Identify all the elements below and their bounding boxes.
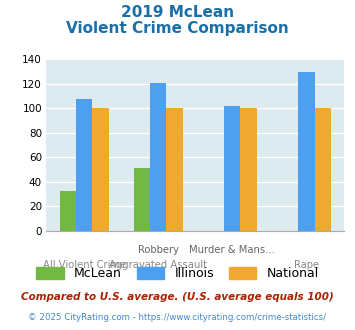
Text: 2019 McLean: 2019 McLean	[121, 5, 234, 20]
Bar	[224, 106, 240, 231]
Bar	[315, 109, 331, 231]
Bar	[240, 109, 257, 231]
Text: Robbery: Robbery	[138, 245, 179, 255]
Text: Rape: Rape	[294, 260, 319, 270]
Text: Compared to U.S. average. (U.S. average equals 100): Compared to U.S. average. (U.S. average …	[21, 292, 334, 302]
Bar	[134, 169, 150, 231]
Bar	[166, 109, 183, 231]
Bar	[92, 109, 109, 231]
Bar	[298, 72, 315, 231]
Bar	[60, 190, 76, 231]
Bar	[150, 83, 166, 231]
Text: Violent Crime Comparison: Violent Crime Comparison	[66, 21, 289, 36]
Legend: McLean, Illinois, National: McLean, Illinois, National	[31, 262, 324, 285]
Text: All Violent Crime: All Violent Crime	[43, 260, 126, 270]
Bar	[76, 99, 92, 231]
Text: © 2025 CityRating.com - https://www.cityrating.com/crime-statistics/: © 2025 CityRating.com - https://www.city…	[28, 314, 327, 322]
Text: Aggravated Assault: Aggravated Assault	[109, 260, 207, 270]
Text: Murder & Mans...: Murder & Mans...	[189, 245, 275, 255]
